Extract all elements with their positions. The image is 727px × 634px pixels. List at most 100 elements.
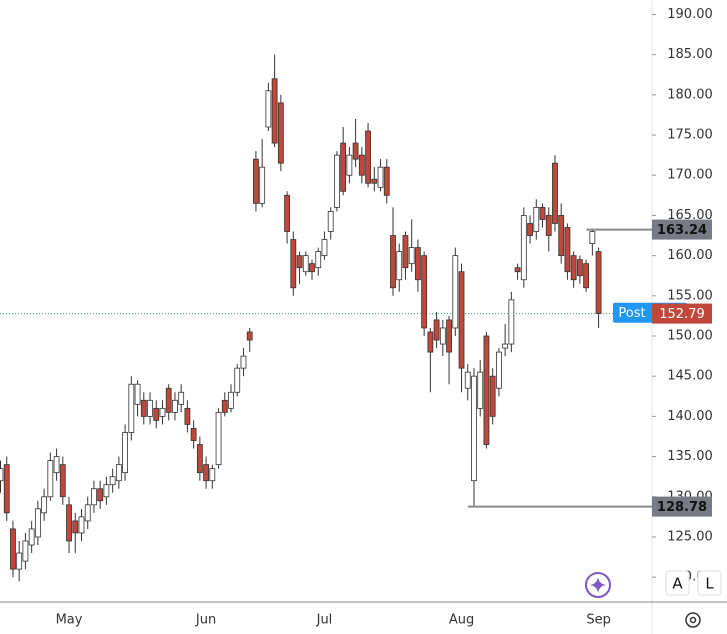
candle-body: [28, 528, 35, 546]
candle-body: [390, 235, 396, 289]
candle-body: [415, 247, 421, 281]
candle-body: [147, 399, 153, 417]
candle-body: [309, 263, 315, 273]
y-tick-label: 155.00: [667, 288, 713, 303]
candle-body: [446, 319, 452, 353]
candle-body: [595, 251, 602, 314]
candle-body: [10, 528, 16, 570]
candle-body: [41, 496, 48, 514]
candle-body: [159, 407, 166, 417]
y-tick-label: 165.00: [667, 208, 713, 223]
y-tick-label: 170.00: [667, 168, 713, 183]
candle-body: [334, 154, 340, 208]
candle-body: [172, 399, 178, 413]
button-label[interactable]: A: [672, 575, 683, 593]
candle-body: [552, 162, 558, 224]
candle-body: [576, 259, 583, 277]
candle-body: [34, 508, 41, 538]
candle-body: [464, 371, 471, 389]
candle-body: [321, 239, 328, 257]
candle-body: [514, 267, 521, 273]
candle-body: [140, 399, 147, 417]
y-tick-label: 140.00: [667, 409, 713, 424]
candle-body: [296, 255, 303, 269]
candle-body: [91, 488, 97, 506]
candle-body: [383, 166, 390, 196]
candle-body: [84, 504, 91, 522]
candle-body: [196, 444, 203, 474]
candle-body: [0, 468, 4, 482]
candle-body: [122, 432, 128, 474]
candle-body: [545, 215, 552, 236]
y-tick-label: 145.00: [667, 369, 713, 384]
candle-body: [371, 178, 378, 184]
candle-body: [72, 520, 79, 534]
candle-body: [520, 215, 527, 281]
candle-body: [340, 142, 347, 192]
candle-body: [265, 90, 272, 128]
candle-body: [539, 206, 546, 220]
candle-body: [165, 387, 172, 413]
candle-body: [97, 488, 104, 502]
x-tick-label: Jun: [195, 613, 216, 628]
last-price-box: [652, 303, 712, 324]
y-tick-label: 135.00: [667, 449, 713, 464]
candle-body: [408, 247, 415, 265]
candle-body: [421, 255, 428, 329]
candle-body: [377, 166, 384, 188]
candle-body: [221, 399, 228, 413]
candle-body: [533, 206, 540, 232]
candle-body: [228, 391, 234, 409]
candle-body: [402, 235, 409, 269]
candle-body: [315, 251, 322, 269]
candle-body: [527, 223, 533, 236]
price-line-label: 163.24: [657, 223, 707, 238]
candle-body: [22, 540, 29, 562]
candle-body: [439, 327, 446, 345]
button-frame[interactable]: [665, 570, 690, 596]
candle-body: [583, 263, 590, 289]
candle-body: [433, 319, 440, 341]
candle-body: [302, 255, 309, 273]
post-label: Post: [618, 306, 645, 321]
candle-body: [358, 154, 365, 176]
x-tick-label: Sep: [586, 613, 611, 628]
candle-body: [284, 194, 290, 232]
candle-body: [190, 428, 197, 441]
candle-body: [59, 464, 66, 498]
x-tick-label: Aug: [449, 613, 474, 628]
candle-body: [178, 391, 185, 405]
candle-body: [115, 464, 122, 482]
candle-body: [564, 227, 571, 273]
candle-body: [3, 464, 10, 514]
candle-body: [16, 552, 23, 570]
y-tick-label: 150.00: [667, 329, 713, 344]
candle-body: [277, 102, 284, 164]
button-frame[interactable]: [697, 570, 722, 596]
candle-body: [558, 215, 565, 257]
candle-body: [290, 239, 297, 289]
candle-body: [246, 331, 253, 341]
candle-body: [134, 383, 141, 405]
candle-body: [327, 211, 334, 232]
candle-body: [203, 464, 209, 482]
candle-body: [477, 371, 484, 409]
candle-body: [458, 271, 465, 369]
button-label[interactable]: L: [705, 575, 714, 593]
candle-body: [66, 504, 72, 542]
price-line-label: 128.78: [657, 500, 707, 515]
candle-body: [489, 375, 496, 417]
candle-body: [471, 375, 477, 482]
y-tick-label: 160.00: [667, 248, 713, 263]
candle-body: [240, 355, 247, 369]
candle-body: [128, 383, 135, 433]
candle-body: [495, 351, 502, 389]
candle-body: [103, 484, 110, 498]
candle-body: [184, 407, 191, 425]
settings-icon[interactable]: [685, 612, 701, 628]
x-tick-label: Jul: [316, 613, 333, 628]
candle-body: [452, 255, 459, 329]
ai-icon[interactable]: [585, 572, 611, 598]
candle-body: [109, 476, 116, 486]
